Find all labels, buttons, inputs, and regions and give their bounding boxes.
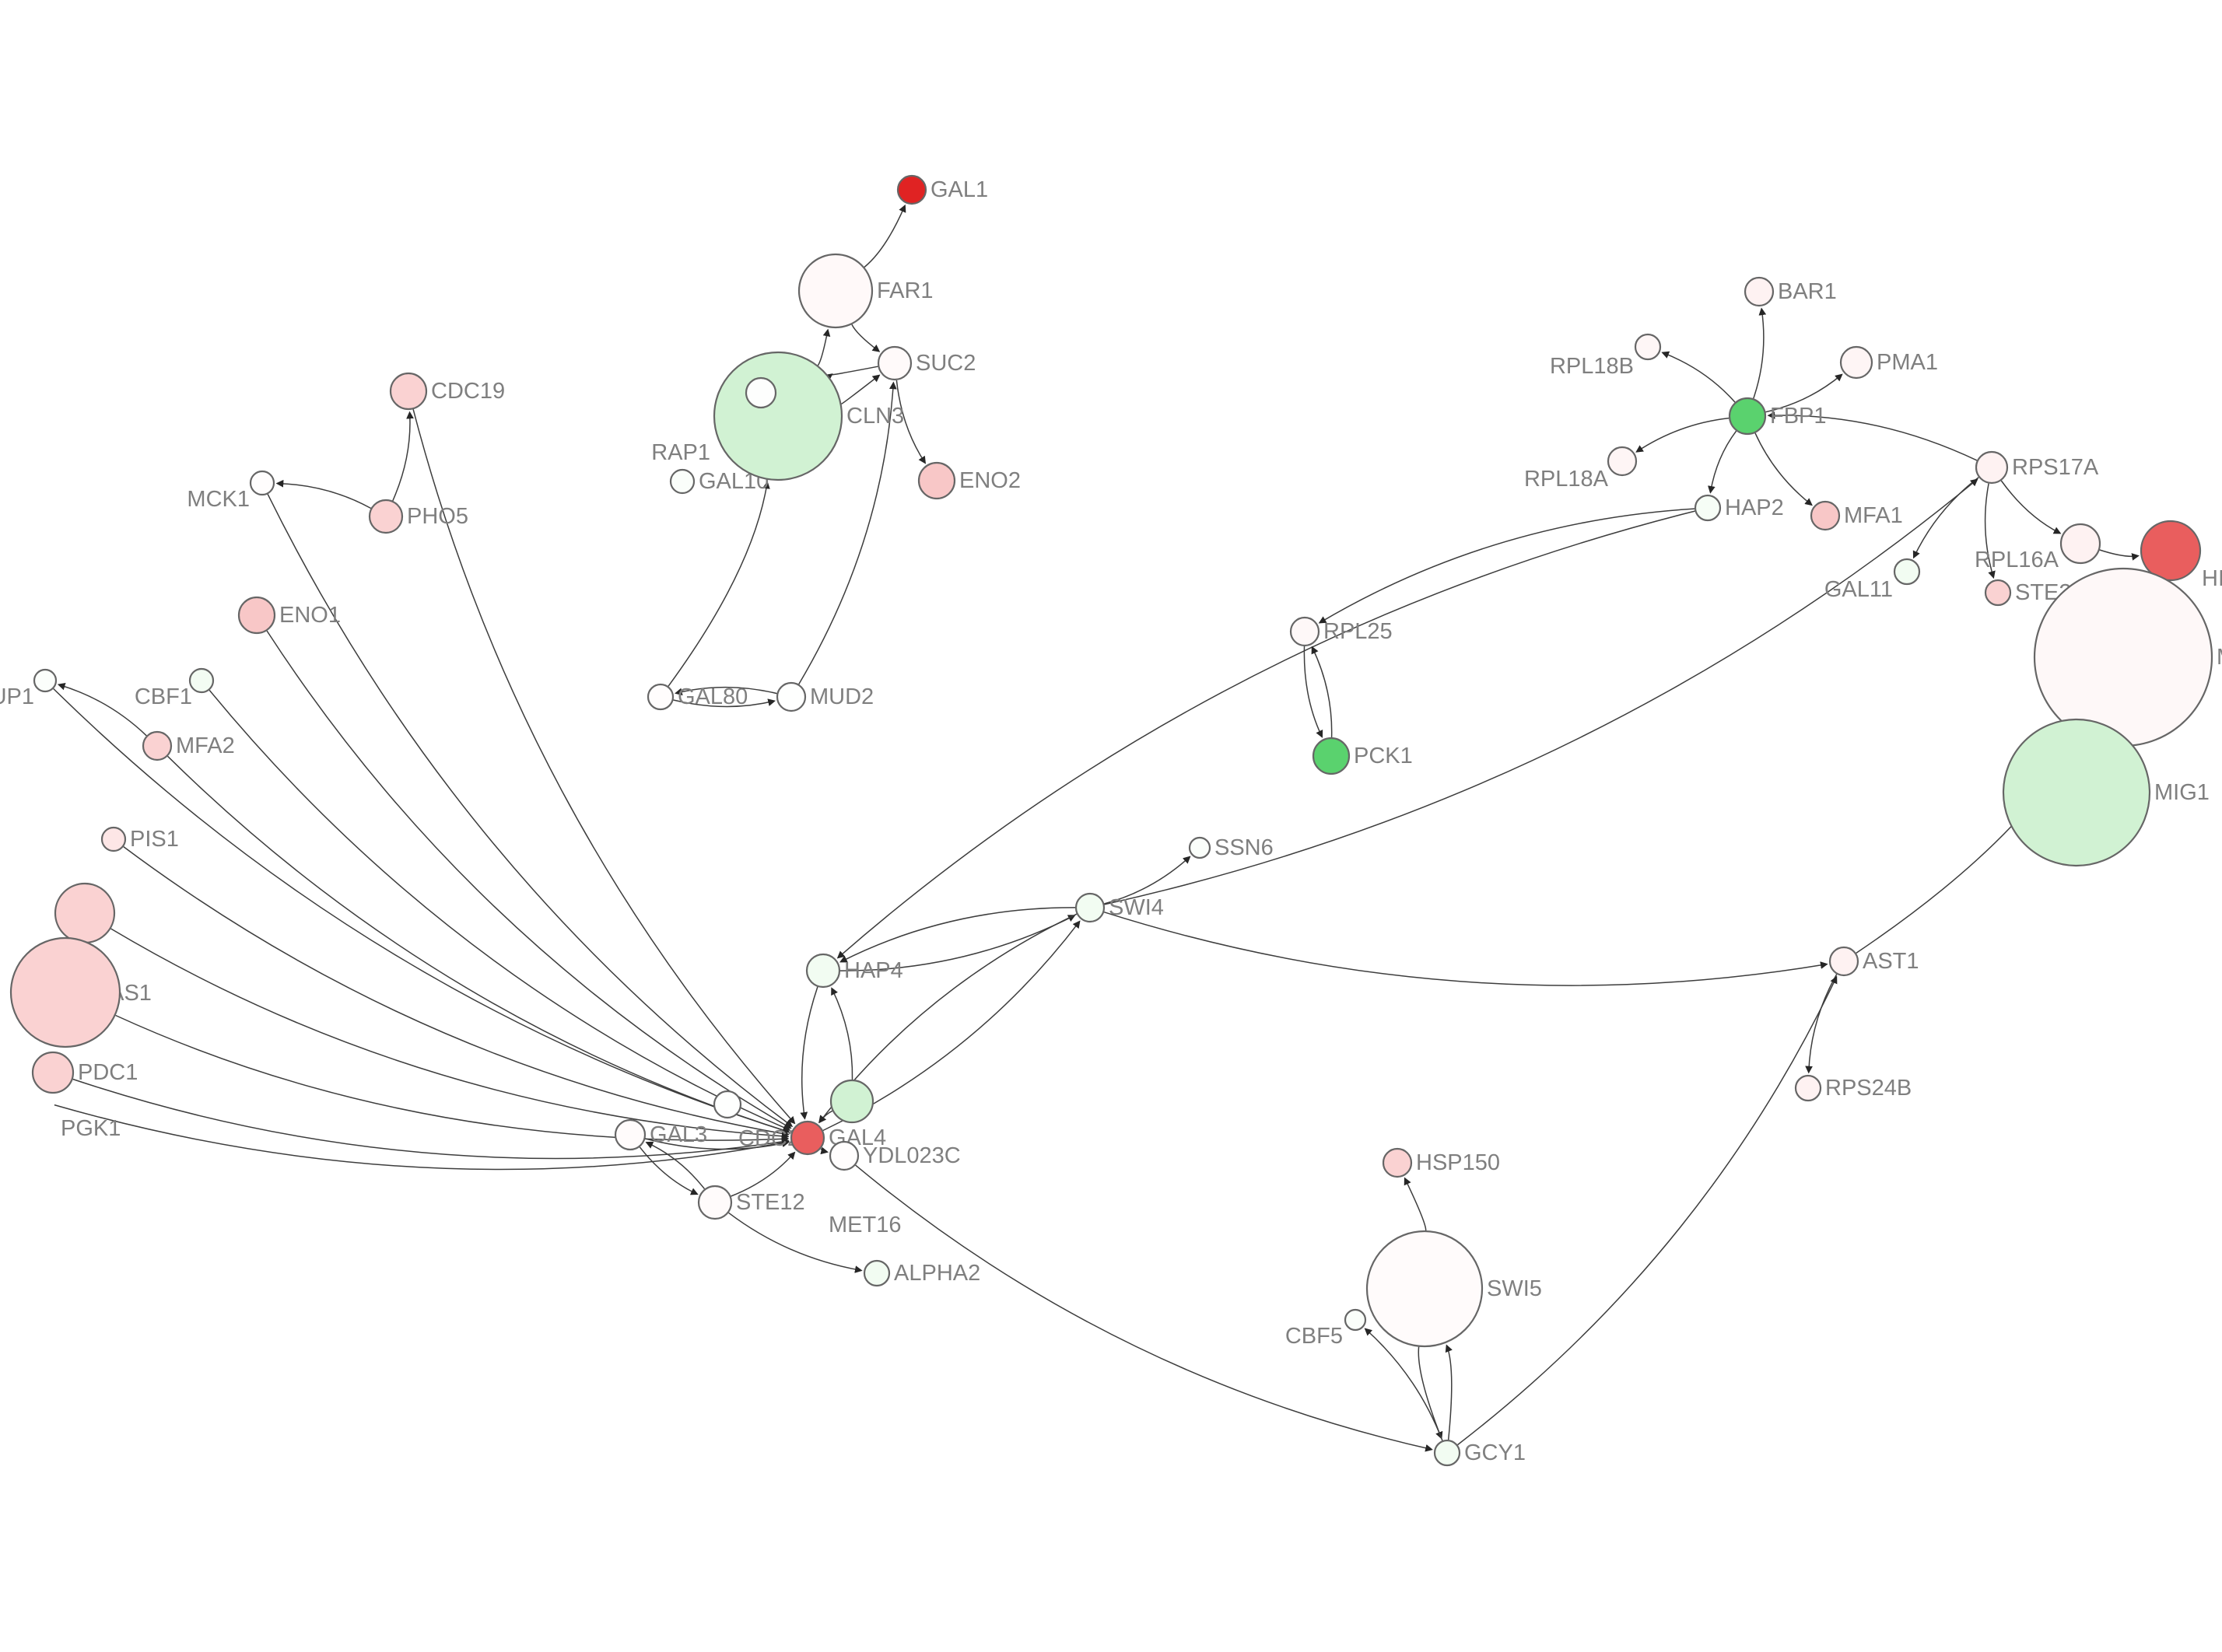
svg-text:ENO2: ENO2 (959, 468, 1021, 493)
svg-text:PDC1: PDC1 (78, 1060, 138, 1085)
svg-text:SSN6: SSN6 (1214, 835, 1274, 860)
svg-text:PCK1: PCK1 (1354, 744, 1413, 768)
svg-text:MFA2: MFA2 (176, 733, 235, 758)
svg-text:GAL1: GAL1 (931, 177, 988, 202)
svg-text:GCY1: GCY1 (1464, 1440, 1526, 1465)
svg-text:PMA1: PMA1 (1877, 350, 1938, 375)
svg-text:RAP1: RAP1 (651, 440, 710, 465)
svg-text:FAR1: FAR1 (877, 278, 934, 303)
svg-text:MIG1: MIG1 (2154, 780, 2210, 805)
svg-text:RPL25: RPL25 (1323, 619, 1393, 644)
svg-text:ENO1: ENO1 (279, 603, 341, 628)
svg-text:BAR1: BAR1 (1778, 279, 1837, 304)
svg-text:RPL18A: RPL18A (1524, 467, 1609, 492)
svg-text:CDC19: CDC19 (431, 379, 505, 404)
svg-text:HIS4: HIS4 (2202, 566, 2222, 591)
svg-text:TUP1: TUP1 (0, 684, 34, 709)
svg-text:CBF1: CBF1 (135, 684, 192, 709)
svg-text:RPS17A: RPS17A (2012, 455, 2099, 480)
svg-text:FBP1: FBP1 (1770, 404, 1827, 429)
svg-text:SUC2: SUC2 (916, 351, 976, 376)
svg-text:YDL023C: YDL023C (863, 1143, 961, 1168)
svg-text:PHO5: PHO5 (407, 504, 468, 529)
svg-text:MCM1: MCM1 (2217, 645, 2222, 670)
svg-text:AST1: AST1 (1863, 949, 1919, 974)
svg-text:GAL3: GAL3 (650, 1122, 707, 1147)
svg-text:STE12: STE12 (736, 1190, 805, 1215)
svg-text:HAP4: HAP4 (844, 958, 903, 983)
svg-text:RPL18B: RPL18B (1550, 354, 1634, 379)
svg-text:SWI5: SWI5 (1487, 1276, 1542, 1301)
svg-text:GAL80: GAL80 (678, 684, 748, 709)
svg-text:RPS24B: RPS24B (1825, 1076, 1912, 1101)
svg-text:MFA1: MFA1 (1844, 503, 1903, 528)
svg-text:MCK1: MCK1 (187, 487, 250, 512)
svg-text:CBF5: CBF5 (1285, 1324, 1343, 1349)
svg-text:HAP2: HAP2 (1725, 495, 1784, 520)
svg-text:ALPHA2: ALPHA2 (894, 1261, 980, 1286)
svg-text:PIS1: PIS1 (130, 827, 179, 852)
svg-text:RPL16A: RPL16A (1975, 548, 2059, 572)
svg-text:HSP150: HSP150 (1416, 1150, 1500, 1175)
svg-text:MET16: MET16 (829, 1213, 901, 1237)
svg-text:MUD2: MUD2 (810, 684, 874, 709)
svg-text:CLN3: CLN3 (846, 404, 904, 429)
svg-text:GAL11: GAL11 (1824, 577, 1893, 602)
svg-text:SWI4: SWI4 (1109, 895, 1164, 920)
svg-text:PGK1: PGK1 (61, 1116, 121, 1141)
